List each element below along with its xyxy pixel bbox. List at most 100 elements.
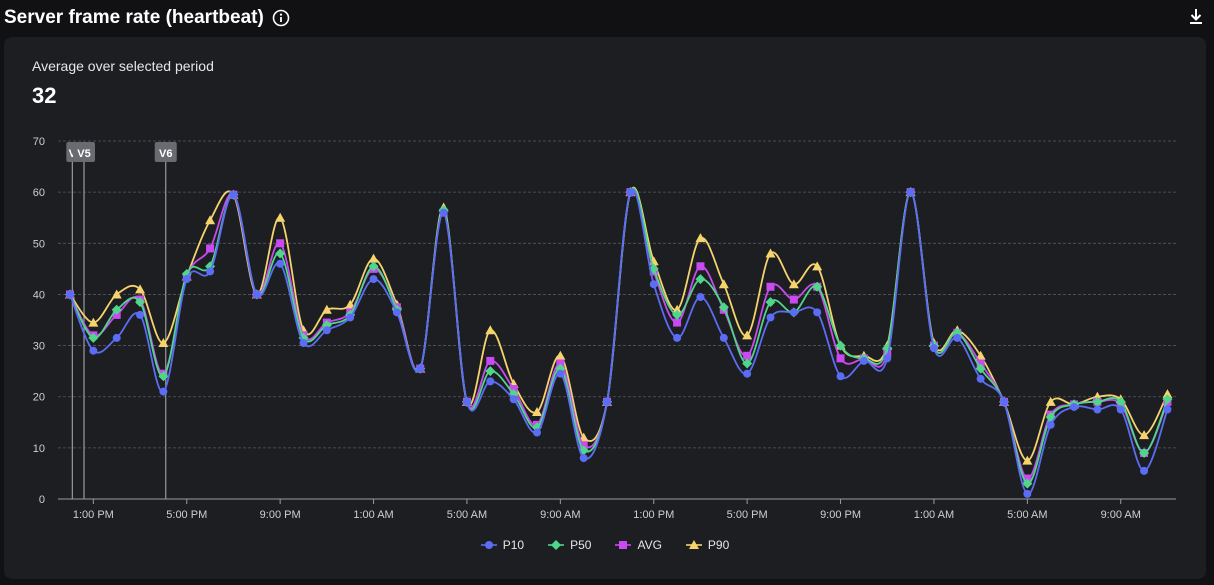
data-point-p10 — [556, 369, 565, 378]
data-point-p90 — [1045, 396, 1056, 406]
legend-swatch-marker — [484, 541, 493, 549]
info-icon[interactable] — [272, 9, 290, 27]
data-point-p10 — [976, 374, 985, 383]
x-tick-label: 9:00 PM — [260, 509, 301, 521]
data-point-p10 — [322, 326, 331, 335]
legend-swatch-marker — [688, 540, 699, 549]
data-point-p90 — [321, 304, 332, 314]
data-point-p50 — [275, 248, 286, 259]
y-tick-label: 60 — [33, 187, 45, 199]
data-point-p10 — [929, 344, 938, 353]
data-point-avg — [976, 359, 985, 368]
data-point-p10 — [486, 377, 495, 386]
data-point-avg — [1023, 474, 1032, 483]
legend-label: P90 — [707, 538, 730, 552]
data-point-p50 — [1092, 396, 1103, 407]
data-point-p10 — [953, 333, 962, 342]
data-point-avg — [766, 282, 775, 291]
data-point-p90 — [275, 212, 286, 222]
data-point-p10 — [766, 313, 775, 322]
version-marker-label: V6 — [159, 148, 172, 160]
data-point-avg — [789, 295, 798, 304]
data-point-p10 — [626, 188, 635, 197]
legend-label: P50 — [570, 538, 592, 552]
data-point-p50 — [1162, 394, 1173, 405]
legend-item-avg[interactable]: AVG — [615, 538, 662, 552]
data-point-p50 — [368, 261, 379, 272]
data-point-p10 — [1093, 405, 1102, 414]
data-point-avg — [112, 310, 121, 319]
legend: P10 P50 AVG P90 — [4, 538, 1206, 552]
data-point-p90 — [1162, 389, 1173, 399]
data-point-p10 — [392, 308, 401, 317]
data-point-p50 — [1115, 396, 1126, 407]
data-point-p10 — [89, 346, 98, 355]
data-point-p10 — [859, 356, 868, 365]
data-point-p10 — [813, 308, 822, 317]
data-point-p10 — [579, 454, 588, 463]
data-point-p10 — [112, 333, 121, 342]
data-point-p50 — [695, 274, 706, 285]
data-point-p10 — [603, 397, 612, 406]
series-line-p50 — [69, 187, 1169, 485]
legend-swatch-marker — [619, 541, 628, 549]
version-marker-badge — [154, 142, 177, 162]
data-point-p10 — [462, 397, 471, 406]
version-marker-label: V5 — [77, 148, 90, 160]
data-point-p10 — [673, 333, 682, 342]
data-point-p10 — [533, 428, 541, 437]
legend-label: P10 — [502, 538, 525, 552]
data-point-p50 — [835, 340, 846, 351]
version-marker-label: V — [69, 148, 77, 160]
data-point-p50 — [111, 304, 122, 315]
data-point-p50 — [718, 302, 729, 313]
data-point-p10 — [299, 339, 308, 348]
summary-label: Average over selected period — [32, 58, 214, 74]
legend-item-p90[interactable]: P90 — [685, 538, 730, 552]
data-point-p90 — [1139, 430, 1150, 440]
data-point-p50 — [742, 358, 753, 369]
legend-swatch-avg — [615, 541, 632, 549]
data-point-p10 — [789, 308, 798, 317]
data-point-p10 — [1140, 466, 1149, 475]
data-point-p90 — [368, 253, 379, 263]
download-icon[interactable] — [1186, 7, 1206, 27]
data-point-p90 — [158, 338, 169, 348]
data-point-p50 — [88, 332, 99, 343]
data-point-p90 — [812, 261, 823, 271]
data-point-p10 — [1163, 405, 1172, 414]
y-tick-label: 50 — [33, 238, 45, 250]
data-point-p10 — [136, 310, 145, 319]
legend-item-p50[interactable]: P50 — [548, 538, 591, 552]
data-point-p50 — [1139, 447, 1150, 458]
data-point-p50 — [975, 363, 986, 374]
data-point-p90 — [975, 350, 986, 360]
y-tick-label: 30 — [33, 341, 45, 353]
data-point-p90 — [111, 289, 122, 299]
y-tick-label: 40 — [33, 289, 45, 301]
data-point-avg — [673, 318, 682, 327]
data-point-avg — [836, 354, 845, 363]
legend-item-p10[interactable]: P10 — [480, 538, 525, 552]
y-tick-label: 70 — [33, 136, 45, 148]
legend-label: AVG — [637, 538, 662, 552]
x-tick-label: 1:00 PM — [73, 509, 114, 521]
data-point-p10 — [159, 387, 168, 396]
chart-header: Server frame rate (heartbeat) — [4, 4, 290, 32]
x-tick-label: 5:00 PM — [727, 509, 768, 521]
legend-swatch-p50 — [548, 540, 565, 550]
x-tick-label: 1:00 PM — [633, 509, 674, 521]
data-point-p90 — [345, 299, 356, 309]
data-point-p10 — [369, 275, 378, 284]
series-line-avg — [69, 187, 1169, 480]
data-point-p10 — [439, 208, 448, 217]
data-point-p50 — [765, 297, 776, 308]
data-point-p90 — [88, 317, 99, 327]
data-point-avg — [556, 359, 565, 368]
data-point-avg — [206, 244, 215, 253]
data-point-p90 — [1022, 455, 1033, 465]
data-point-p50 — [158, 371, 169, 382]
data-point-p50 — [672, 309, 683, 320]
x-tick-label: 5:00 AM — [447, 509, 487, 521]
data-point-p10 — [719, 333, 728, 342]
